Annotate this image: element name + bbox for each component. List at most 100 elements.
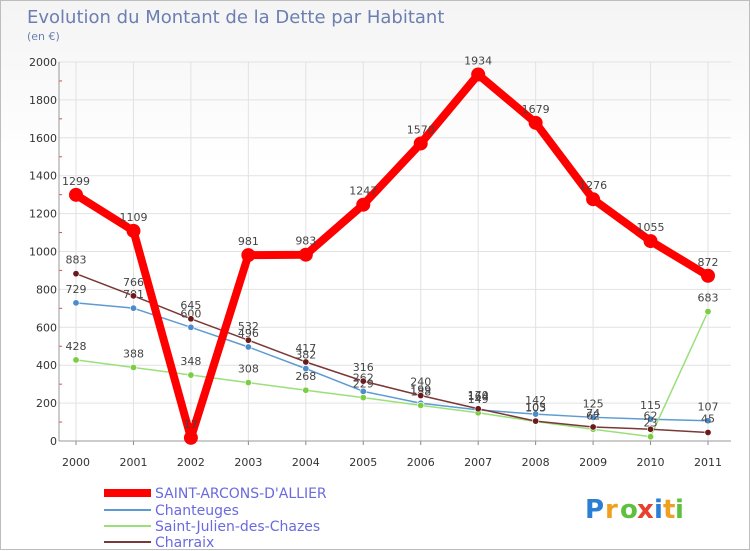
data-label-1: 382 [295,349,316,362]
data-point-3 [417,392,425,400]
logo-letter: x [637,495,654,525]
data-label-2: 683 [698,292,719,305]
data-label-2: 268 [295,370,316,383]
data-label-3: 532 [238,320,259,333]
data-label-2: 23 [644,417,658,430]
data-label-3: 240 [410,376,431,389]
data-point-3 [474,405,482,413]
data-point-1 [589,413,597,421]
x-tick-label: 2009 [579,456,607,469]
data-point-3 [187,315,195,323]
data-label-0: 1934 [464,55,492,68]
data-point-3 [129,292,137,300]
data-point-3 [302,358,310,366]
data-point-2 [187,371,195,379]
data-point-0 [643,234,658,249]
series-layer: 7297016004963822621991641421251151074283… [62,55,719,445]
data-point-0 [701,268,715,283]
data-point-2 [244,379,252,387]
legend-label-0: SAINT-ARCONS-D'ALLIER [155,486,327,502]
data-point-3 [359,377,367,385]
data-point-0 [241,248,256,263]
logo-letter: t [663,495,675,525]
data-point-3 [589,423,597,431]
data-label-1: 142 [525,394,546,407]
x-tick-label: 2004 [292,456,320,469]
data-label-0: 1299 [62,175,90,188]
data-label-3: 74 [586,407,600,420]
data-label-3: 62 [644,409,658,422]
data-point-1 [244,343,252,351]
data-label-1: 115 [640,399,661,412]
data-point-0 [528,115,543,130]
data-label-3: 883 [66,254,87,267]
logo-letter: i [654,495,663,525]
data-point-0 [69,187,83,202]
y-tick-label: 1200 [29,208,57,221]
data-label-1: 164 [468,390,489,403]
data-label-3: 45 [701,412,715,425]
logo-letter: o [620,495,638,525]
x-tick-label: 2006 [407,456,435,469]
x-tick-label: 2000 [62,456,90,469]
x-tick-label: 2011 [694,456,722,469]
y-tick-label: 1000 [29,246,57,259]
series-line-3 [75,272,709,434]
data-label-3: 766 [123,276,144,289]
data-label-0: 983 [295,235,316,248]
data-label-3: 316 [353,361,374,374]
data-label-1: 125 [583,397,604,410]
y-tick-label: 2000 [29,56,57,69]
legend: SAINT-ARCONS-D'ALLIERChanteugesSaint-Jul… [104,486,327,551]
chart-subtitle: (en €) [27,30,60,43]
data-point-1 [704,417,712,425]
data-label-0: 1276 [579,179,607,192]
grid-lines [59,61,731,442]
data-point-2 [129,363,137,371]
data-point-0 [126,223,141,238]
logo-letter: P [585,495,604,525]
y-tick-label: 800 [36,283,57,296]
y-tick-label: 600 [36,321,57,334]
data-label-2: 62 [586,409,600,422]
x-tick-label: 2002 [177,456,205,469]
data-point-1 [72,299,80,307]
data-point-2 [647,433,655,441]
data-label-2: 188 [410,385,431,398]
data-point-3 [532,417,540,425]
y-tick-label: 400 [36,359,57,372]
data-point-0 [356,197,371,212]
x-tick-label: 2008 [522,456,550,469]
data-label-2: 388 [123,347,144,360]
data-label-0: 17 [184,418,198,431]
data-point-1 [187,323,195,331]
data-point-1 [532,410,540,418]
data-label-1: 107 [698,401,719,414]
data-label-1: 496 [238,327,259,340]
data-point-3 [704,428,712,436]
data-label-0: 872 [698,256,719,269]
data-label-2: 308 [238,363,259,376]
x-tick-label: 2001 [119,456,147,469]
data-point-2 [359,394,367,402]
data-label-3: 645 [180,299,201,312]
data-label-0: 1247 [349,185,377,198]
chart-title: Evolution du Montant de la Dette par Hab… [27,7,444,28]
data-point-0 [586,192,601,207]
y-tick-label: 200 [36,397,57,410]
data-point-2 [302,386,310,394]
data-point-2 [704,308,712,316]
data-label-0: 981 [238,235,259,248]
data-point-0 [471,67,486,82]
y-tick-label: 0 [50,435,57,448]
series-line-1 [75,302,709,422]
data-point-3 [72,270,80,278]
y-tick-label: 1600 [29,132,57,145]
logo-letter: i [675,495,684,525]
data-point-3 [244,336,252,344]
data-label-3: 105 [525,401,546,414]
data-label-0: 1055 [637,221,665,234]
data-label-1: 199 [410,383,431,396]
